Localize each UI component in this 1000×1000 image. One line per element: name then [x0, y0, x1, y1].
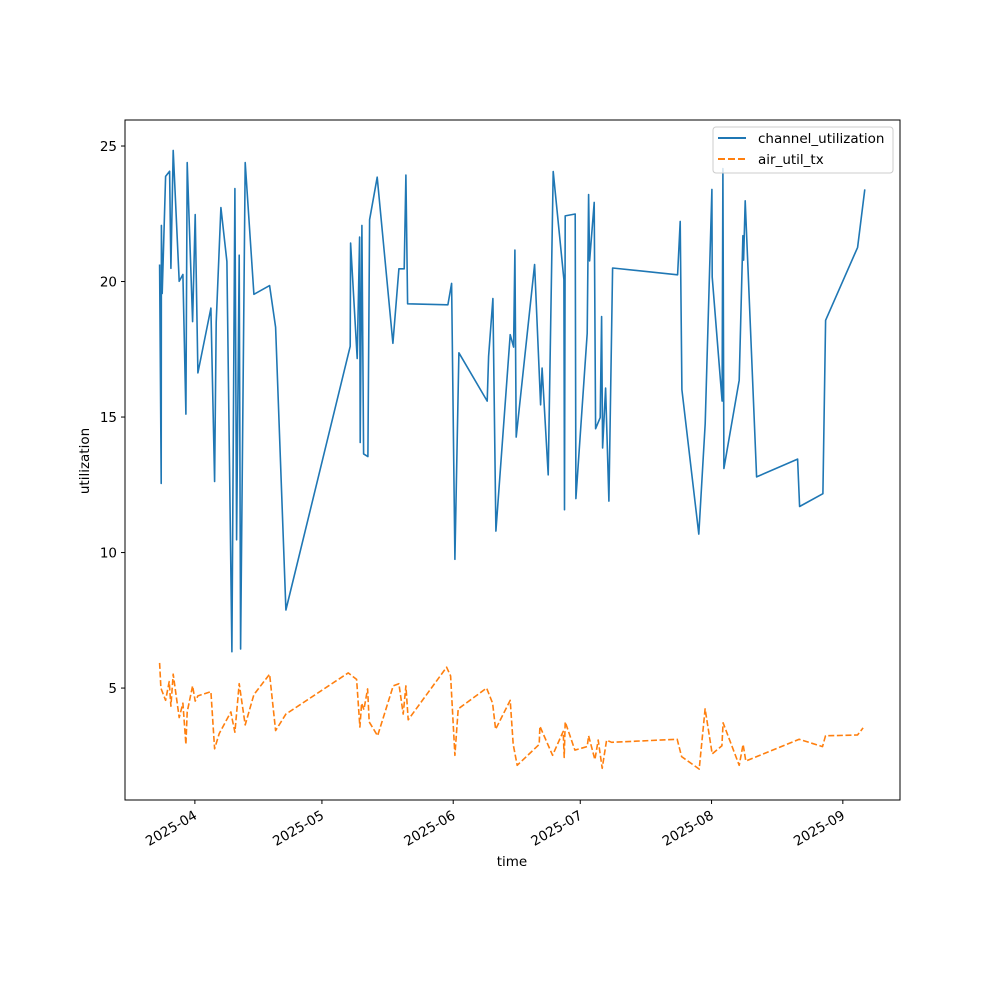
y-axis-ticks: 5 10 15 20 25: [100, 139, 125, 697]
legend-label-channel-utilization: channel_utilization: [758, 131, 885, 147]
y-tick-label: 10: [100, 546, 117, 562]
y-tick-label: 25: [100, 139, 117, 155]
y-axis-label: utilization: [77, 428, 93, 494]
plot-lines: [158, 149, 866, 770]
x-axis-label: time: [497, 854, 528, 870]
legend-box: [712, 126, 894, 174]
series-line-air-util-tx: [158, 662, 864, 770]
series-line-channel-utilization: [158, 149, 866, 653]
y-tick-label: 5: [108, 681, 117, 697]
y-tick-label: 15: [100, 410, 117, 426]
axes-frame: [124, 119, 901, 801]
y-tick-label: 20: [100, 275, 117, 291]
legend: channel_utilization air_util_tx: [712, 126, 894, 174]
legend-label-air-util-tx: air_util_tx: [758, 152, 824, 168]
